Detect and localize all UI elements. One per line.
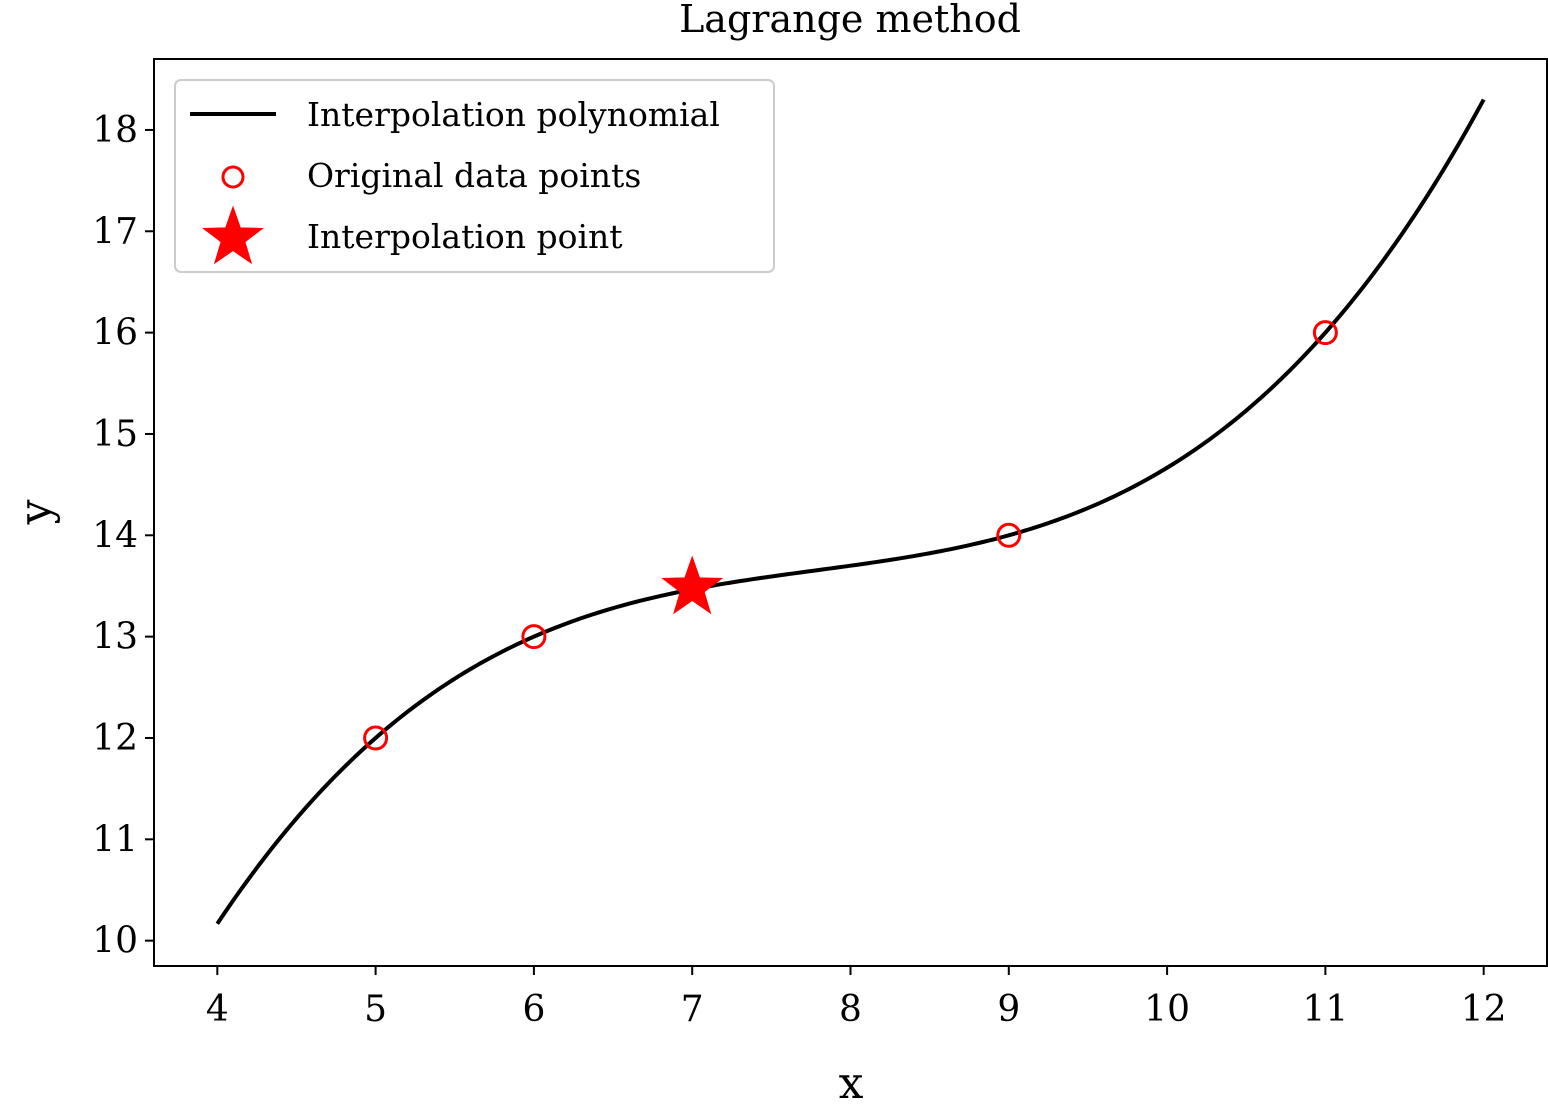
x-axis-label: x bbox=[839, 1058, 864, 1109]
legend-label-interpolation-point: Interpolation point bbox=[307, 217, 623, 256]
y-tick-label: 14 bbox=[92, 515, 138, 556]
y-tick-label: 18 bbox=[92, 110, 138, 151]
original-data-point bbox=[996, 522, 1022, 548]
x-tick-label: 12 bbox=[1461, 989, 1507, 1030]
original-data-point bbox=[521, 624, 547, 650]
x-tick-label: 10 bbox=[1144, 989, 1190, 1030]
chart-title: Lagrange method bbox=[679, 0, 1021, 41]
curve-layer bbox=[215, 98, 1486, 925]
original-data-point bbox=[1312, 320, 1338, 346]
y-tick-label: 16 bbox=[92, 313, 138, 354]
y-axis-ticks: 10 11 12 13 14 15 16 17 18 bbox=[92, 110, 154, 962]
legend-label-original-data-points: Original data points bbox=[307, 156, 641, 195]
y-tick-label: 11 bbox=[92, 819, 138, 860]
x-tick-label: 7 bbox=[681, 989, 704, 1030]
legend-circle-marker bbox=[221, 165, 245, 189]
x-tick-label: 6 bbox=[522, 989, 545, 1030]
y-tick-label: 12 bbox=[92, 718, 138, 759]
interpolation-polynomial-line bbox=[215, 98, 1486, 925]
legend: Interpolation polynomial Original data p… bbox=[174, 79, 775, 273]
y-axis-label: y bbox=[10, 499, 61, 525]
legend-label-interpolation-polynomial: Interpolation polynomial bbox=[307, 95, 720, 134]
x-tick-label: 5 bbox=[364, 989, 387, 1030]
x-axis-ticks: 4 5 6 7 8 9 10 11 12 bbox=[206, 966, 1507, 1030]
y-tick-label: 17 bbox=[92, 211, 138, 252]
y-tick-label: 10 bbox=[92, 921, 138, 962]
plot-area bbox=[215, 98, 1486, 925]
legend-star-marker bbox=[202, 205, 264, 265]
y-tick-label: 15 bbox=[92, 414, 138, 455]
legend-box bbox=[174, 79, 775, 273]
x-tick-label: 8 bbox=[839, 989, 862, 1030]
x-tick-label: 9 bbox=[997, 989, 1020, 1030]
original-data-point bbox=[363, 725, 389, 751]
interpolation-point-star bbox=[661, 555, 724, 615]
x-tick-label: 11 bbox=[1302, 989, 1348, 1030]
y-tick-label: 13 bbox=[92, 617, 138, 658]
x-tick-label: 4 bbox=[206, 989, 229, 1030]
points-layer bbox=[363, 320, 1338, 751]
